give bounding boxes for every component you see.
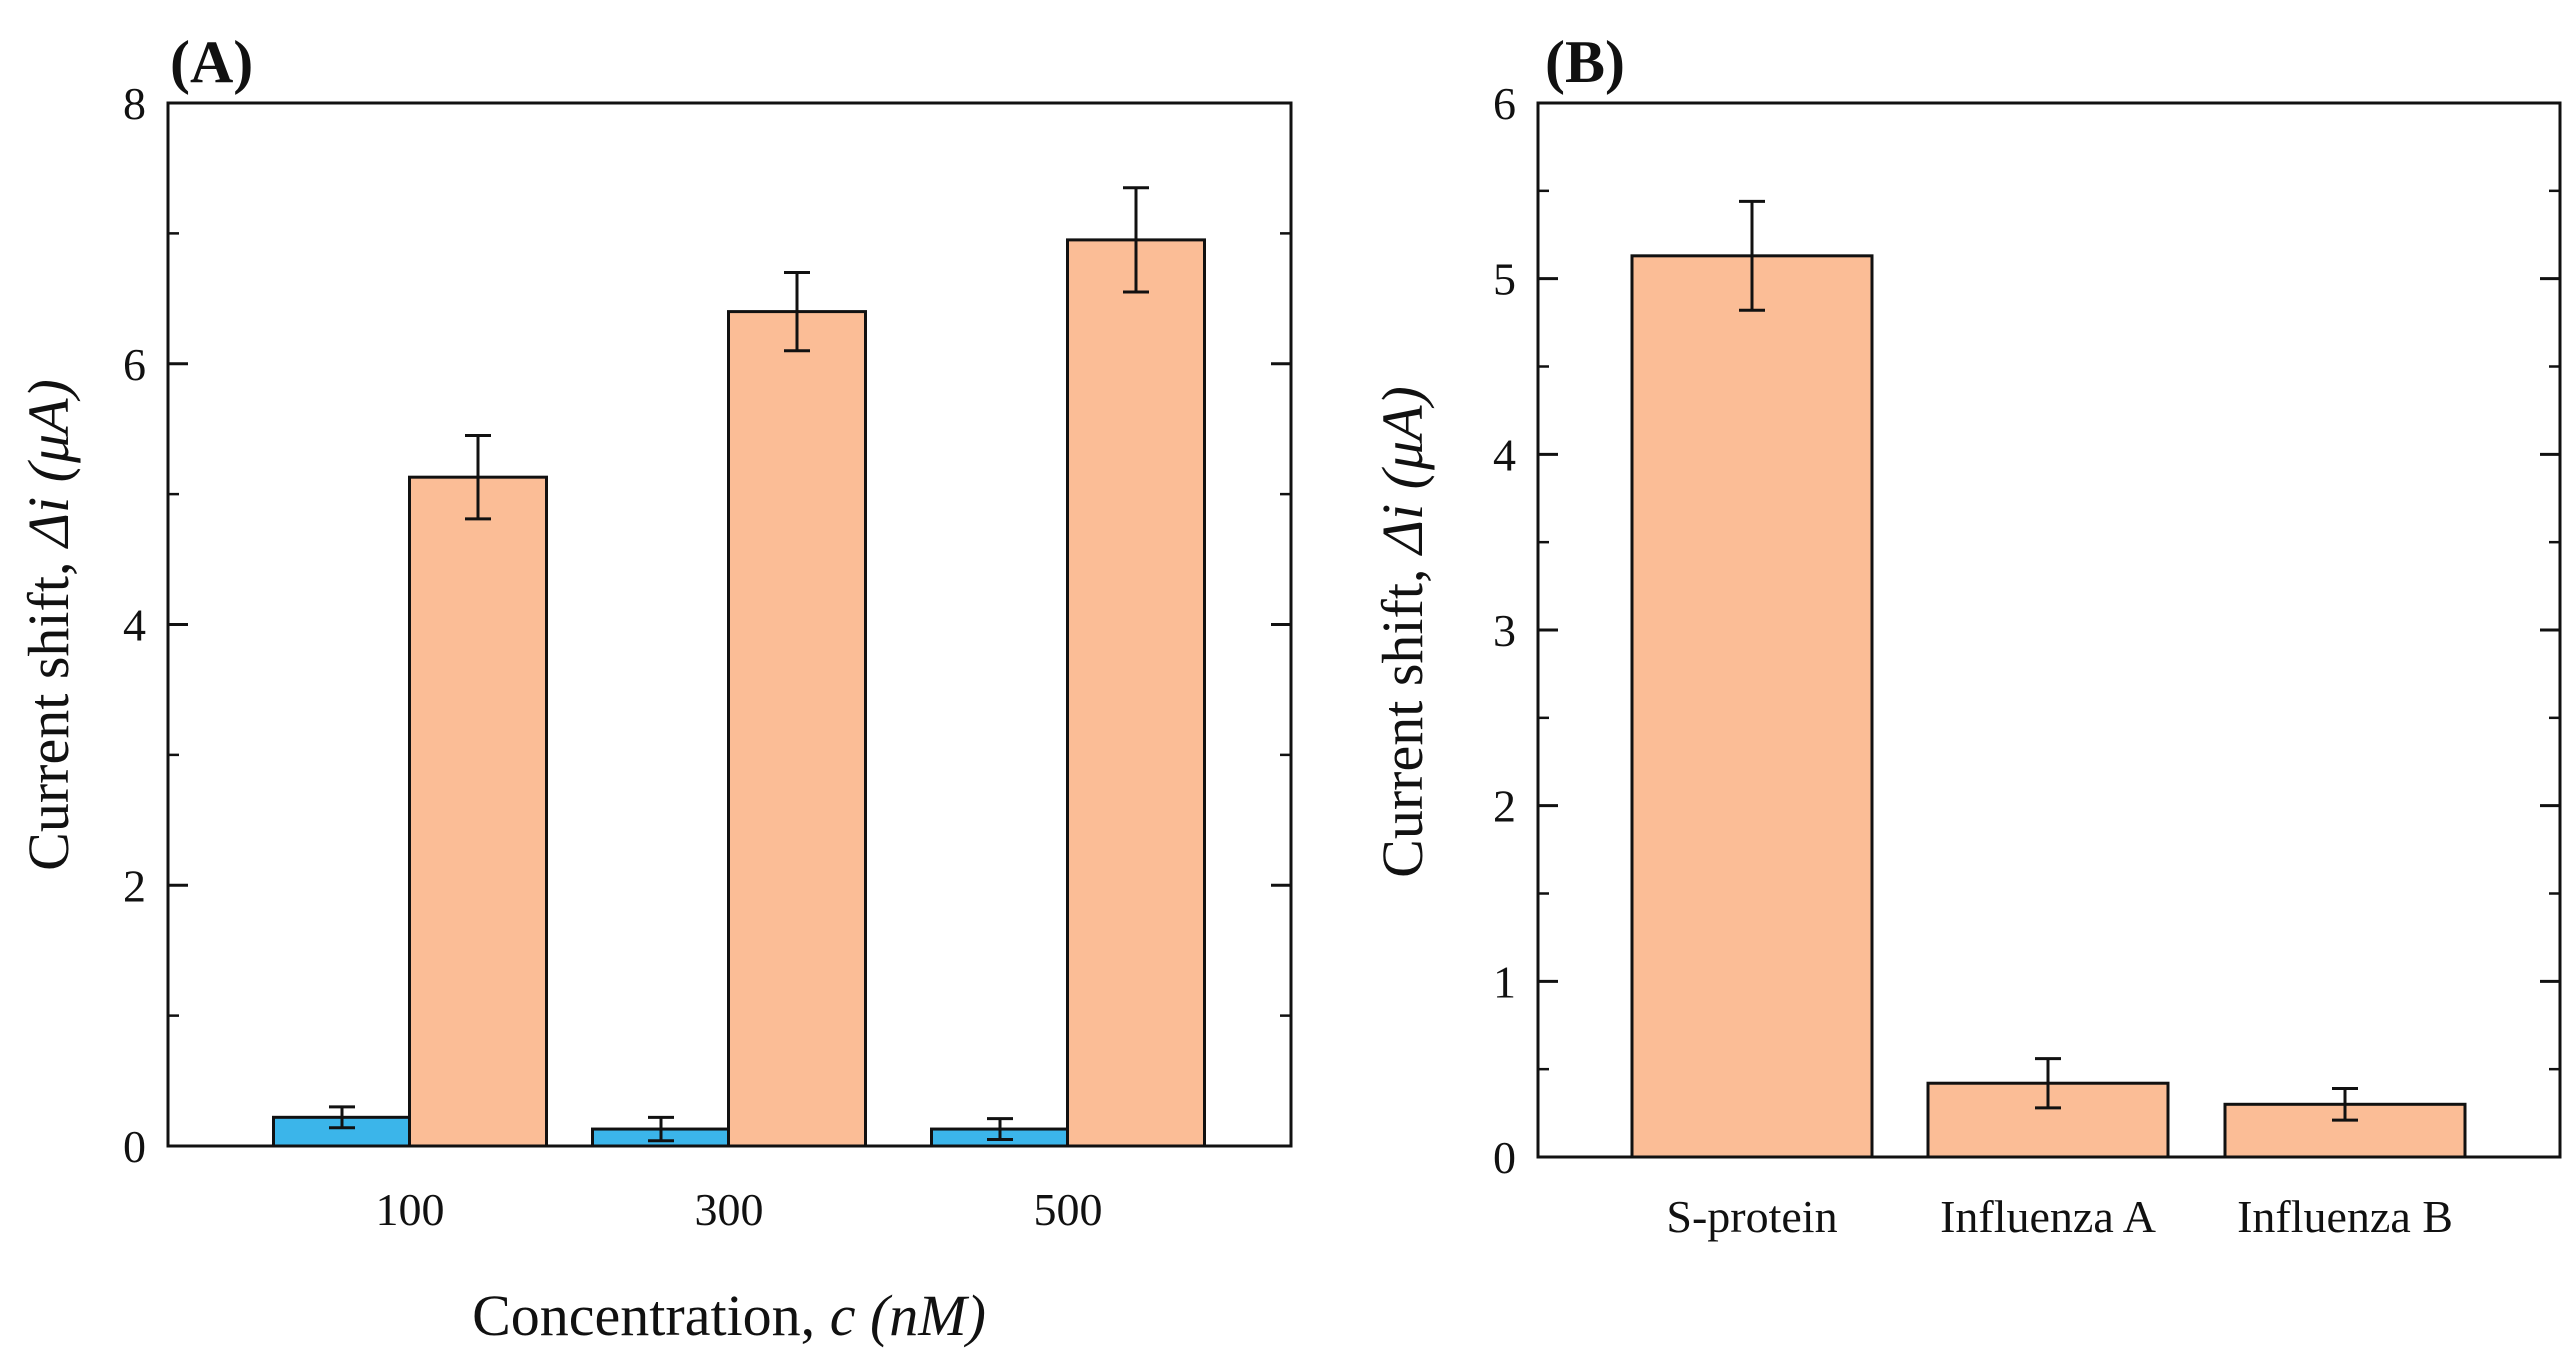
panel-a-y-tick-label: 8 <box>123 78 146 129</box>
panel-a-x-axis-title-var: c <box>830 1283 856 1348</box>
panel-a-x-tick-label: 300 <box>695 1184 764 1235</box>
panel-a-y-axis-title-var: Δi <box>16 497 81 549</box>
panel-a-bar <box>408 475 548 1148</box>
panel-a-bar <box>727 310 867 1148</box>
panel-a-x-axis: 100 300 500 <box>376 1184 1103 1235</box>
panel-b-y-axis-title-text: Current shift, <box>1370 554 1435 878</box>
panel-b: (B) 0 1 2 3 4 5 6 S-protein Influenza A Influenz… <box>1370 29 2562 1242</box>
panel-a-y-tick-label: 2 <box>123 860 146 911</box>
panel-b-x-tick-label: Influenza B <box>2237 1191 2453 1242</box>
panel-b-y-tick-label: 5 <box>1493 254 1516 305</box>
panel-a-y-tick-label: 0 <box>123 1121 146 1172</box>
panel-b-x-tick-label: Influenza A <box>1940 1191 2156 1242</box>
panel-a: (A) 0 2 4 6 8 100 300 500 Current shift, Δi (μ… <box>16 29 1293 1348</box>
panel-b-x-tick-label: S-protein <box>1666 1191 1837 1242</box>
panel-a-bar <box>1066 238 1206 1148</box>
panel-a-y-axis-title-text: Current shift, <box>16 547 81 871</box>
panel-a-x-axis-title-text: Concentration, <box>472 1283 830 1348</box>
panel-b-y-axis-title-var: Δi <box>1370 504 1435 556</box>
panel-a-y-tick-label: 6 <box>123 339 146 390</box>
panel-a-label: (A) <box>170 29 253 95</box>
panel-a-y-axis: 0 2 4 6 8 <box>123 78 1291 1172</box>
panel-a-x-tick-label: 100 <box>376 1184 445 1235</box>
panel-b-label: (B) <box>1545 29 1625 95</box>
panel-a-y-axis-title: Current shift, Δi (μA) <box>16 379 81 871</box>
panel-b-bar <box>1630 254 1874 1159</box>
panel-a-y-axis-title-unit: (μA) <box>16 379 81 497</box>
panel-a-x-tick-label: 500 <box>1034 1184 1103 1235</box>
panel-b-y-axis: 0 1 2 3 4 5 6 <box>1493 78 2560 1183</box>
panel-a-x-axis-title: Concentration, c (nM) <box>472 1283 986 1348</box>
panel-b-y-tick-label: 0 <box>1493 1132 1516 1183</box>
panel-b-y-tick-label: 3 <box>1493 605 1516 656</box>
panel-b-y-tick-label: 2 <box>1493 781 1516 832</box>
panel-b-bars <box>1630 199 2467 1159</box>
panel-b-x-axis: S-protein Influenza A Influenza B <box>1666 1191 2453 1242</box>
panel-b-y-tick-label: 6 <box>1493 78 1516 129</box>
panel-a-y-tick-label: 4 <box>123 600 146 651</box>
panel-a-x-axis-title-unit: (nM) <box>855 1283 985 1348</box>
panel-b-y-axis-title-unit: (μA) <box>1370 386 1435 504</box>
panel-b-y-tick-label: 4 <box>1493 429 1516 480</box>
panel-b-y-axis-title: Current shift, Δi (μA) <box>1370 386 1435 878</box>
panel-b-y-tick-label: 1 <box>1493 956 1516 1007</box>
panel-a-bars <box>272 186 1206 1148</box>
